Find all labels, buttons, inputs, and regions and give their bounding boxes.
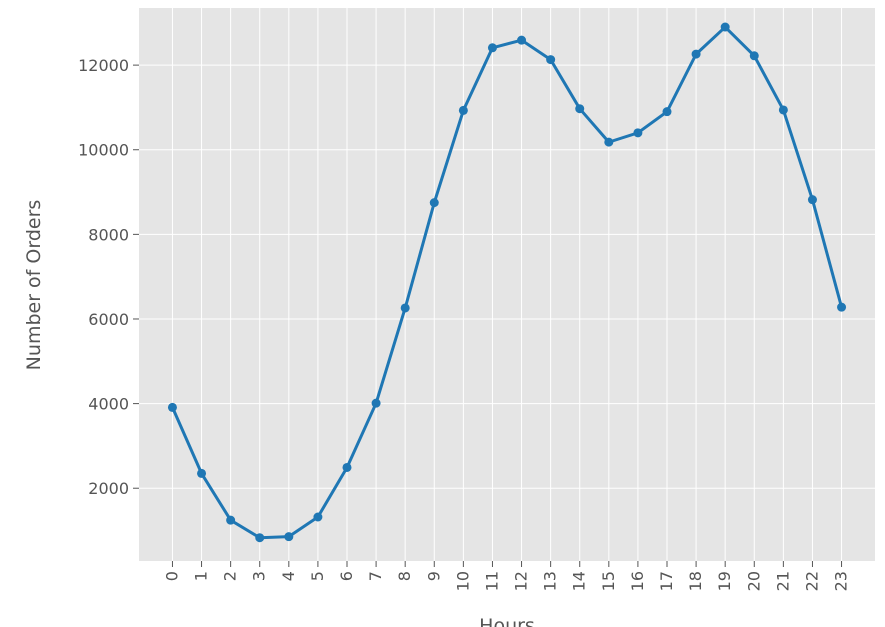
data-point: [517, 35, 527, 45]
y-tick-label: 6000: [88, 310, 129, 329]
x-tick-label: 13: [541, 571, 560, 591]
x-tick-label: 3: [250, 571, 269, 581]
data-point: [255, 533, 265, 543]
y-tick-label: 12000: [78, 56, 129, 75]
data-point: [720, 22, 730, 32]
y-tick-label: 2000: [88, 479, 129, 498]
data-point: [778, 105, 788, 115]
x-tick-label: 5: [308, 571, 327, 581]
x-tick-label: 6: [337, 571, 356, 581]
data-point: [749, 51, 759, 61]
data-point: [837, 302, 847, 312]
x-tick-label: 11: [482, 571, 501, 591]
x-tick-label: 15: [599, 571, 618, 591]
x-tick-label: 1: [192, 571, 211, 581]
x-tick-label: 10: [453, 571, 472, 591]
x-tick-label: 8: [395, 571, 414, 581]
data-point: [633, 128, 643, 138]
x-axis-ticks: 0 1 2 3 4 5 6 7 8 9 10 11 12 13 14 15 16 17 18 19 20 21 22 23: [162, 561, 851, 591]
data-point: [546, 55, 556, 65]
data-point: [400, 303, 410, 313]
x-tick-label: 7: [366, 571, 385, 581]
y-tick-label: 10000: [78, 141, 129, 160]
x-tick-label: 14: [570, 571, 589, 591]
plot-area: [139, 8, 875, 561]
data-point: [807, 195, 817, 205]
data-point: [313, 512, 323, 522]
x-axis-label: Hours: [479, 615, 535, 627]
data-point: [371, 398, 381, 408]
data-point: [458, 105, 468, 115]
x-tick-label: 9: [424, 571, 443, 581]
x-tick-label: 0: [162, 571, 181, 581]
x-tick-label: 4: [279, 571, 298, 581]
data-points: [167, 22, 847, 543]
y-tick-label: 4000: [88, 395, 129, 414]
x-tick-label: 18: [686, 571, 705, 591]
x-tick-label: 17: [657, 571, 676, 591]
x-tick-label: 22: [802, 571, 821, 591]
series-line: [171, 25, 843, 540]
data-point: [487, 43, 497, 53]
data-point: [429, 198, 439, 208]
x-tick-label: 20: [744, 571, 763, 591]
grid-lines: [139, 8, 875, 561]
x-tick-label: 16: [628, 571, 647, 591]
x-tick-label: 19: [715, 571, 734, 591]
data-point: [167, 402, 177, 412]
x-tick-label: 2: [221, 571, 240, 581]
data-point: [284, 532, 294, 542]
data-point: [691, 49, 701, 59]
data-point: [575, 104, 585, 114]
y-tick-label: 8000: [88, 225, 129, 244]
data-point: [662, 107, 672, 117]
data-point: [197, 468, 207, 478]
x-tick-label: 21: [773, 571, 792, 591]
y-axis-ticks: 2000 4000 6000 8000 10000 12000: [78, 56, 139, 498]
data-point: [226, 515, 236, 525]
data-point: [604, 137, 614, 147]
data-point: [342, 462, 352, 472]
x-tick-label: 12: [512, 571, 531, 591]
y-axis-label: Number of Orders: [23, 200, 45, 371]
x-tick-label: 23: [832, 571, 851, 591]
